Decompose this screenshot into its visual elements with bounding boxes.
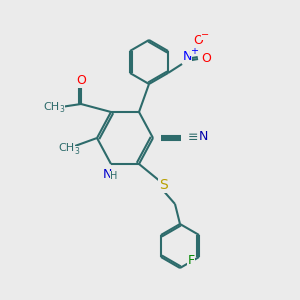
Text: −: − [201,30,209,40]
Text: N: N [198,130,208,143]
Text: CH: CH [43,102,59,112]
Text: N: N [182,50,192,64]
Text: 3: 3 [60,106,64,115]
Text: O: O [76,74,86,88]
Text: H: H [110,171,118,181]
Text: 3: 3 [75,146,80,155]
Text: C: C [186,131,195,145]
Text: O: O [201,52,211,64]
Text: +: + [190,46,198,56]
Text: ≡: ≡ [188,131,198,145]
Text: N: N [102,167,112,181]
Text: CH: CH [58,143,74,153]
Text: F: F [188,254,195,268]
Text: O: O [193,34,203,47]
Text: S: S [159,178,167,192]
